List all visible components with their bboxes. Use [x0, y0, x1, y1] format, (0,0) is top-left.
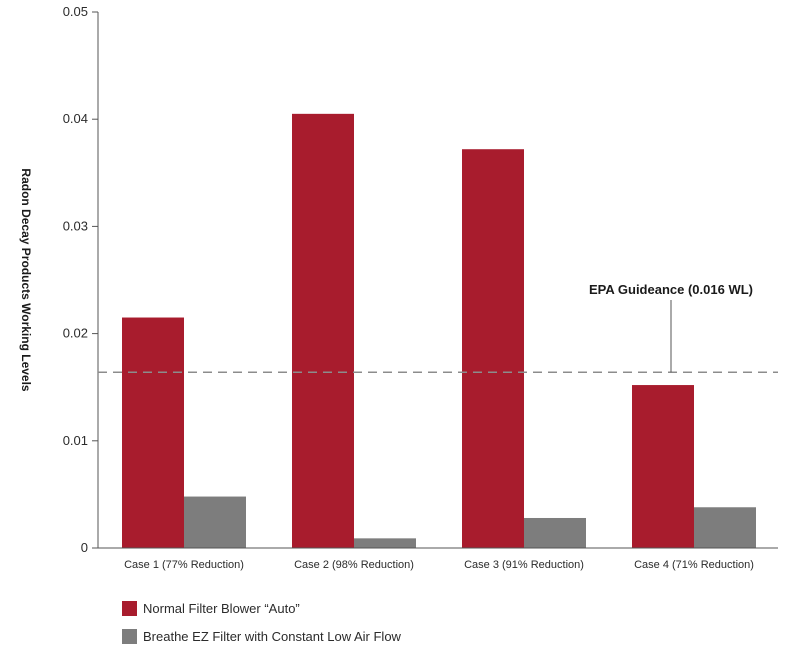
x-category-label: Case 2 (98% Reduction) [294, 559, 414, 571]
y-ticks: 0 0.01 0.02 0.03 0.04 0.05 [63, 4, 98, 555]
bar-normal-filter-1 [122, 317, 184, 548]
bar-chart: 0 0.01 0.02 0.03 0.04 0.05 Radon Decay Produc… [19, 4, 778, 571]
bars [122, 113, 756, 548]
legend-swatch-breathe-ez [122, 628, 137, 644]
y-tick-label: 0.02 [63, 326, 88, 341]
legend: Normal Filter Blower “Auto” Breathe EZ F… [122, 597, 401, 653]
legend-swatch-normal-filter [122, 600, 137, 616]
bar-normal-filter-3 [462, 149, 524, 548]
bar-normal-filter-2 [292, 113, 354, 548]
bar-breathe-ez-3 [524, 517, 586, 548]
x-category-label: Case 3 (91% Reduction) [464, 559, 584, 571]
epa-guidance: EPA Guideance (0.016 WL) [98, 282, 778, 373]
legend-item-breathe-ez: Breathe EZ Filter with Constant Low Air … [122, 625, 401, 647]
legend-label-breathe-ez: Breathe EZ Filter with Constant Low Air … [143, 628, 401, 644]
bar-breathe-ez-4 [694, 507, 756, 548]
y-axis-label: Radon Decay Products Working Levels [19, 168, 33, 391]
x-categories: Case 1 (77% Reduction) Case 2 (98% Reduct… [124, 559, 754, 571]
x-category-label: Case 1 (77% Reduction) [124, 559, 244, 571]
legend-label-normal-filter: Normal Filter Blower “Auto” [143, 600, 300, 616]
bar-breathe-ez-2 [354, 538, 416, 548]
y-tick-label: 0.03 [63, 218, 88, 233]
epa-annotation-label: EPA Guideance (0.016 WL) [589, 282, 753, 297]
bar-breathe-ez-1 [184, 496, 246, 548]
y-tick-label: 0.01 [63, 433, 88, 448]
y-tick-label: 0 [81, 540, 88, 555]
y-tick-label: 0.04 [63, 111, 88, 126]
x-category-label: Case 4 (71% Reduction) [634, 559, 754, 571]
y-tick-label: 0.05 [63, 4, 88, 19]
bar-normal-filter-4 [632, 385, 694, 548]
legend-item-normal-filter: Normal Filter Blower “Auto” [122, 597, 401, 619]
